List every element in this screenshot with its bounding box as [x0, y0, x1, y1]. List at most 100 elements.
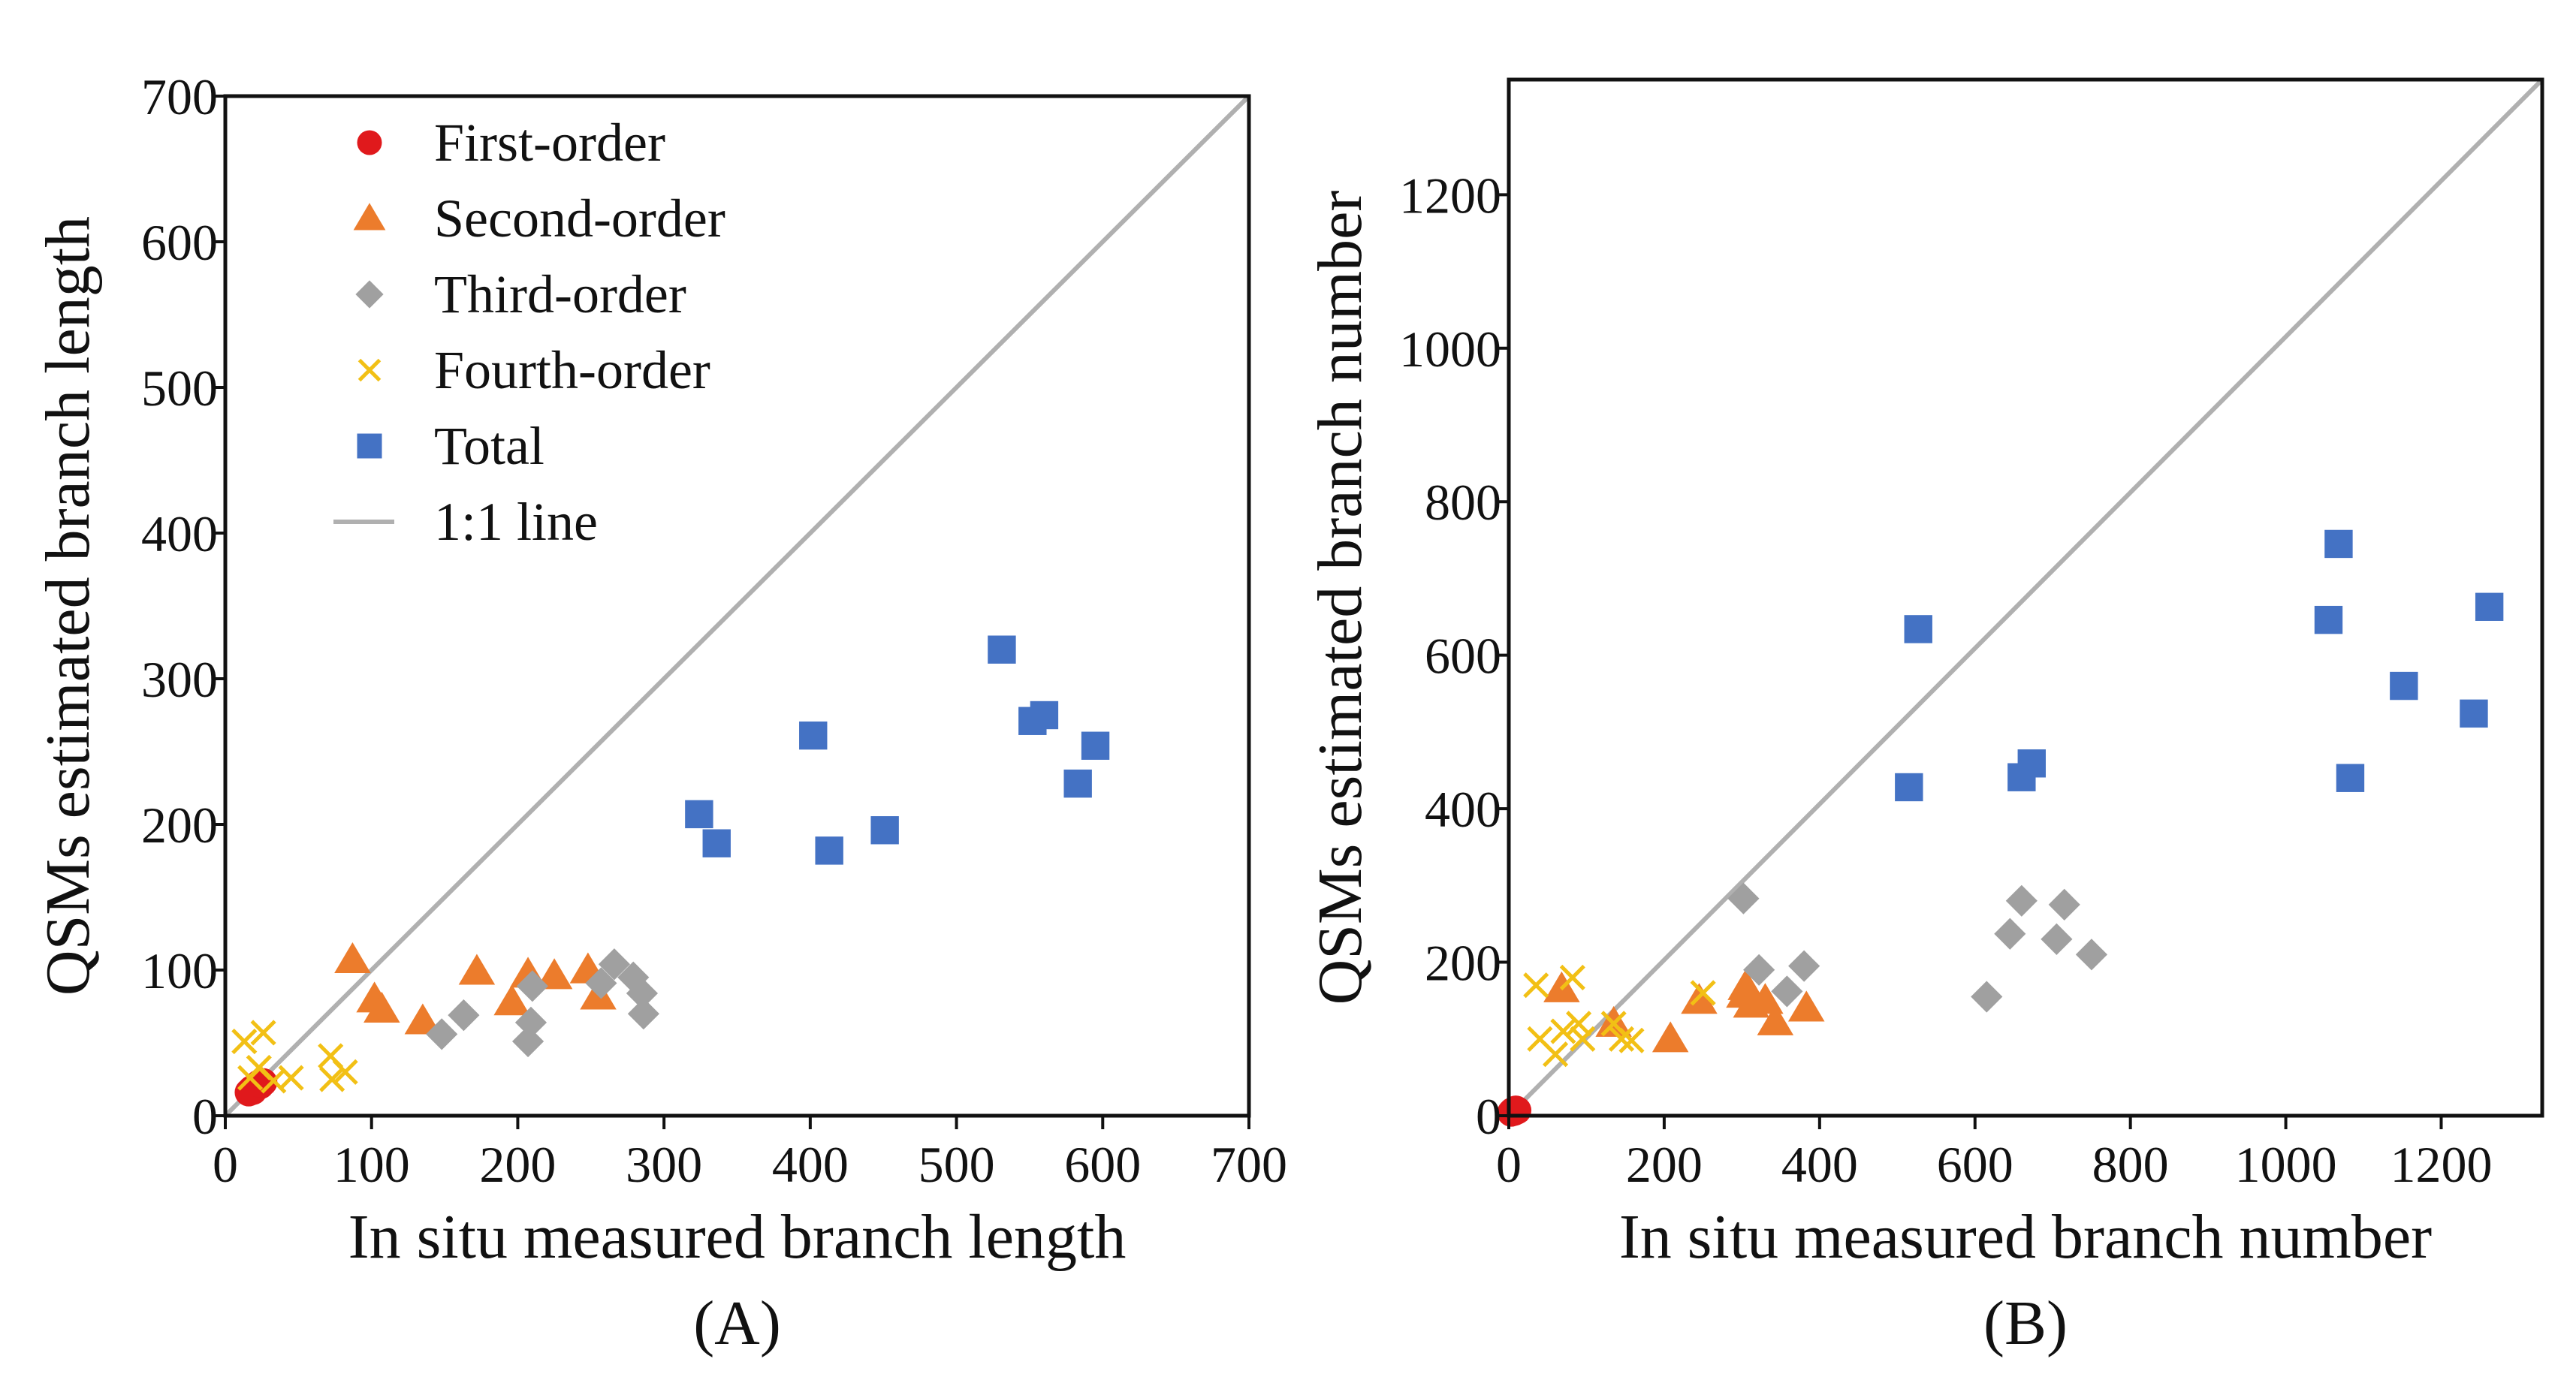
data-point-third-order [1727, 882, 1760, 914]
data-point-total [685, 800, 713, 829]
y-tick-label: 800 [1425, 474, 1501, 531]
x-tick-label: 400 [1781, 1136, 1858, 1193]
data-point-fourth-order [1566, 1011, 1592, 1037]
data-point-third-order [1971, 981, 2003, 1013]
data-point-second-order [1788, 990, 1825, 1022]
legend-marker-fourth-order [357, 358, 382, 382]
x-tick-label: 0 [213, 1136, 238, 1193]
data-point-fourth-order [250, 1020, 276, 1046]
data-point-total [2314, 605, 2343, 634]
x-tick-label: 600 [1064, 1136, 1141, 1193]
data-point-fourth-order [1618, 1027, 1645, 1053]
legend-label-total: Total [434, 416, 544, 476]
data-point-second-order [1727, 969, 1764, 1000]
x-tick-label: 1200 [2390, 1136, 2493, 1193]
panel-a-plot-frame [223, 94, 1251, 1118]
x-tick-label: 200 [1626, 1136, 1703, 1193]
data-point-fourth-order [1543, 1041, 1569, 1068]
data-point-third-order [448, 999, 480, 1032]
panel-b-y-axis-title: QSMs estimated branch number [1305, 191, 1375, 1005]
data-point-third-order [2075, 939, 2108, 971]
data-point-fourth-order [1550, 1018, 1576, 1044]
panel-b-x-ticks: 0 200 400 600 800 1000 1200 [1496, 1116, 2493, 1193]
x-tick-label: 0 [1496, 1136, 1522, 1193]
panel-a-y-axis-title: QSMs estimated branch length [33, 216, 103, 996]
legend-label-1-1-line: 1:1 line [434, 492, 598, 552]
data-point-total [1063, 769, 1092, 798]
data-point-third-order [585, 967, 617, 999]
data-point-fourth-order [1690, 980, 1716, 1006]
x-tick-label: 300 [626, 1136, 702, 1193]
legend-label-first-order: First-order [434, 113, 665, 173]
legend-marker-first-order [357, 130, 382, 155]
data-point-second-order [363, 991, 400, 1023]
data-point-fourth-order [231, 1028, 258, 1055]
legend-marker-third-order [355, 280, 384, 309]
data-point-total [702, 829, 731, 857]
legend-marker-total [357, 433, 382, 459]
data-point-fourth-order [319, 1066, 345, 1092]
data-point-third-order [1994, 917, 2026, 950]
data-point-third-order [1743, 954, 1775, 986]
panel-a-x-axis-title: In situ measured branch length [348, 1202, 1127, 1272]
data-point-second-order [1757, 1004, 1794, 1035]
y-tick-label: 500 [141, 360, 218, 417]
x-tick-label: 1000 [2235, 1136, 2337, 1193]
y-tick-label: 1000 [1399, 321, 1501, 378]
legend-label-third-order: Third-order [434, 264, 686, 324]
y-tick-label: 400 [141, 505, 218, 562]
x-tick-label: 100 [333, 1136, 410, 1193]
panel-b-points [1497, 529, 2504, 1127]
data-point-fourth-order [1608, 1026, 1635, 1052]
panel-a: 0 100 200 300 400 500 600 700 0 100 200 300 400 500 6… [33, 68, 1287, 1358]
panel-a-label: (A) [693, 1288, 781, 1358]
x-tick-label: 400 [772, 1136, 849, 1193]
data-point-third-order [598, 948, 631, 981]
data-point-total [2475, 592, 2504, 621]
data-point-total [2336, 764, 2365, 792]
y-tick-label: 400 [1425, 781, 1501, 838]
x-tick-label: 700 [1211, 1136, 1287, 1193]
data-point-second-order [1747, 983, 1784, 1014]
data-point-third-order [516, 970, 548, 1002]
legend-label-fourth-order: Fourth-order [434, 340, 710, 400]
x-tick-label: 600 [1937, 1136, 2013, 1193]
data-point-third-order [626, 977, 659, 1010]
data-point-second-order [458, 954, 496, 985]
panel-a-x-ticks: 0 100 200 300 400 500 600 700 [213, 1116, 1287, 1193]
data-point-third-order [2041, 923, 2073, 955]
data-point-total [799, 721, 828, 750]
panel-b: 0 200 400 600 800 1000 1200 0 200 400 600 800 1000 1… [1305, 77, 2544, 1358]
panel-b-x-axis-title: In situ measured branch number [1619, 1202, 2432, 1272]
data-point-second-order [535, 958, 573, 990]
data-point-fourth-order [1570, 1026, 1596, 1052]
data-point-total [2460, 699, 2488, 728]
data-point-third-order [2005, 884, 2038, 917]
y-tick-label: 700 [141, 68, 218, 125]
data-point-fourth-order [278, 1065, 304, 1091]
legend-marker-second-order [353, 203, 386, 230]
y-tick-label: 100 [141, 942, 218, 999]
data-point-total [1081, 731, 1110, 760]
data-point-third-order [627, 998, 659, 1030]
data-point-second-order [493, 984, 530, 1016]
data-point-total [1030, 701, 1059, 730]
panel-b-label: (B) [1983, 1288, 2068, 1358]
y-tick-label: 200 [141, 797, 218, 854]
data-point-third-order [1771, 975, 1803, 1008]
panel-a-points [231, 635, 1110, 1107]
y-tick-label: 200 [1425, 935, 1501, 992]
x-tick-label: 200 [479, 1136, 556, 1193]
data-point-total [2390, 671, 2418, 701]
data-point-total [2324, 529, 2353, 559]
data-point-second-order [404, 1003, 442, 1035]
panel-b-y-ticks: 0 200 400 600 800 1000 1200 [1399, 167, 1509, 1145]
data-point-third-order [1788, 950, 1820, 982]
data-point-total [870, 816, 899, 845]
data-point-fourth-order [1523, 972, 1549, 999]
x-tick-label: 500 [918, 1136, 995, 1193]
data-point-total [2017, 749, 2046, 778]
data-point-second-order [1651, 1021, 1689, 1053]
